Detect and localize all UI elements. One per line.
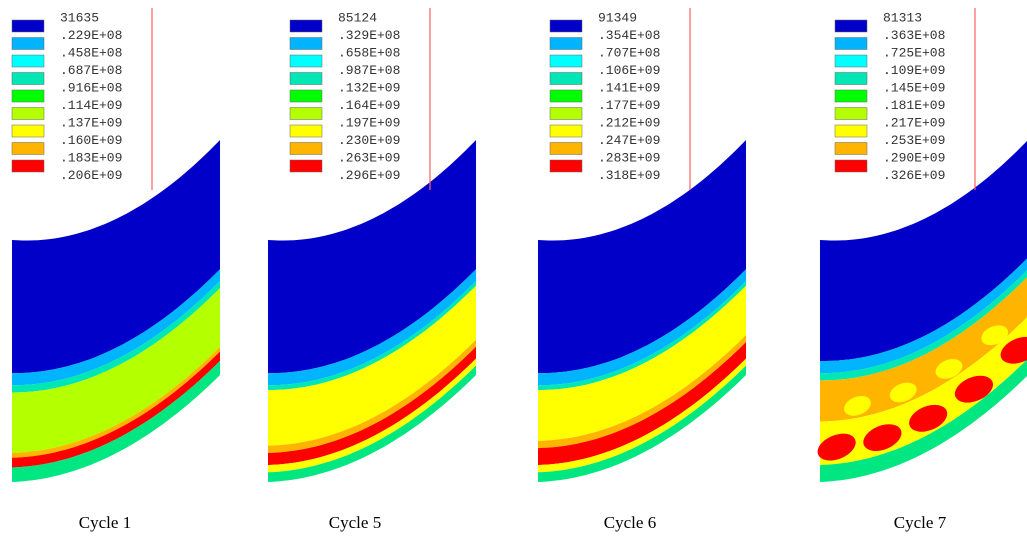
- legend-label: .160E+09: [60, 133, 122, 148]
- legend-swatch: [12, 38, 44, 50]
- legend-swatch: [290, 55, 322, 67]
- legend-label: .658E+08: [338, 45, 400, 60]
- legend-swatch: [12, 125, 44, 137]
- legend-label: .458E+08: [60, 45, 122, 60]
- legend-label: .141E+09: [598, 80, 660, 95]
- legend-label: .217E+09: [883, 115, 945, 130]
- legend-swatch: [835, 20, 867, 32]
- legend-swatch: [550, 125, 582, 137]
- legend-label: .137E+09: [60, 115, 122, 130]
- legend-label: .329E+08: [338, 28, 400, 43]
- legend-swatch: [290, 38, 322, 50]
- panel: 31635 .229E+08 .458E+08 .687E+08 .916E+08 .11…: [12, 8, 220, 532]
- legend-label: .145E+09: [883, 80, 945, 95]
- legend-swatch: [12, 55, 44, 67]
- legend-swatch: [550, 73, 582, 85]
- figure: 31635 .229E+08 .458E+08 .687E+08 .916E+08 .11…: [0, 0, 1027, 539]
- legend-swatch: [550, 160, 582, 172]
- legend-label: 91349: [598, 10, 637, 25]
- legend-label: .326E+09: [883, 168, 945, 183]
- legend-swatch: [12, 20, 44, 32]
- legend-swatch: [12, 73, 44, 85]
- caption: Cycle 5: [329, 513, 381, 532]
- legend-swatch: [835, 160, 867, 172]
- legend-label: .197E+09: [338, 115, 400, 130]
- legend-label: .181E+09: [883, 98, 945, 113]
- legend-label: .106E+09: [598, 63, 660, 78]
- legend-swatch: [290, 125, 322, 137]
- legend-label: .318E+09: [598, 168, 660, 183]
- legend-swatch: [550, 143, 582, 155]
- legend-label: .725E+08: [883, 45, 945, 60]
- panel: 81313 .363E+08 .725E+08 .109E+09 .145E+09 .18…: [814, 8, 1027, 532]
- caption: Cycle 6: [604, 513, 656, 532]
- legend-swatch: [290, 90, 322, 102]
- legend-swatch: [835, 73, 867, 85]
- legend-label: .283E+09: [598, 150, 660, 165]
- legend-label: .296E+09: [338, 168, 400, 183]
- legend-label: .183E+09: [60, 150, 122, 165]
- legend-swatch: [550, 38, 582, 50]
- legend-label: .230E+09: [338, 133, 400, 148]
- legend-label: .212E+09: [598, 115, 660, 130]
- legend-swatch: [835, 108, 867, 120]
- legend-label: .290E+09: [883, 150, 945, 165]
- legend-swatch: [550, 90, 582, 102]
- panel: 85124 .329E+08 .658E+08 .987E+08 .132E+09 .16…: [268, 8, 476, 532]
- legend-label: 81313: [883, 10, 922, 25]
- legend-label: .132E+09: [338, 80, 400, 95]
- legend-label: 85124: [338, 10, 377, 25]
- legend-swatch: [550, 55, 582, 67]
- legend-swatch: [550, 20, 582, 32]
- legend-swatch: [290, 108, 322, 120]
- legend-swatch: [12, 143, 44, 155]
- panel: 91349 .354E+08 .707E+08 .106E+09 .141E+09 .17…: [538, 8, 746, 532]
- legend-swatch: [835, 125, 867, 137]
- legend-label: .263E+09: [338, 150, 400, 165]
- legend-label: .916E+08: [60, 80, 122, 95]
- legend-label: .363E+08: [883, 28, 945, 43]
- legend-swatch: [290, 143, 322, 155]
- legend-label: .354E+08: [598, 28, 660, 43]
- legend-label: .109E+09: [883, 63, 945, 78]
- legend-label: .229E+08: [60, 28, 122, 43]
- legend-swatch: [290, 73, 322, 85]
- legend-label: .114E+09: [60, 98, 122, 113]
- caption: Cycle 1: [79, 513, 131, 532]
- legend-swatch: [835, 55, 867, 67]
- legend-label: .206E+09: [60, 168, 122, 183]
- legend-swatch: [550, 108, 582, 120]
- legend-label: .987E+08: [338, 63, 400, 78]
- legend-swatch: [290, 20, 322, 32]
- legend-label: .177E+09: [598, 98, 660, 113]
- caption: Cycle 7: [894, 513, 947, 532]
- legend-label: .247E+09: [598, 133, 660, 148]
- legend-label: 31635: [60, 10, 99, 25]
- legend-swatch: [835, 38, 867, 50]
- legend-swatch: [835, 143, 867, 155]
- legend-label: .687E+08: [60, 63, 122, 78]
- legend-swatch: [835, 90, 867, 102]
- legend-swatch: [12, 90, 44, 102]
- legend-swatch: [12, 160, 44, 172]
- legend-label: .253E+09: [883, 133, 945, 148]
- legend-swatch: [12, 108, 44, 120]
- legend-label: .164E+09: [338, 98, 400, 113]
- legend-swatch: [290, 160, 322, 172]
- legend-label: .707E+08: [598, 45, 660, 60]
